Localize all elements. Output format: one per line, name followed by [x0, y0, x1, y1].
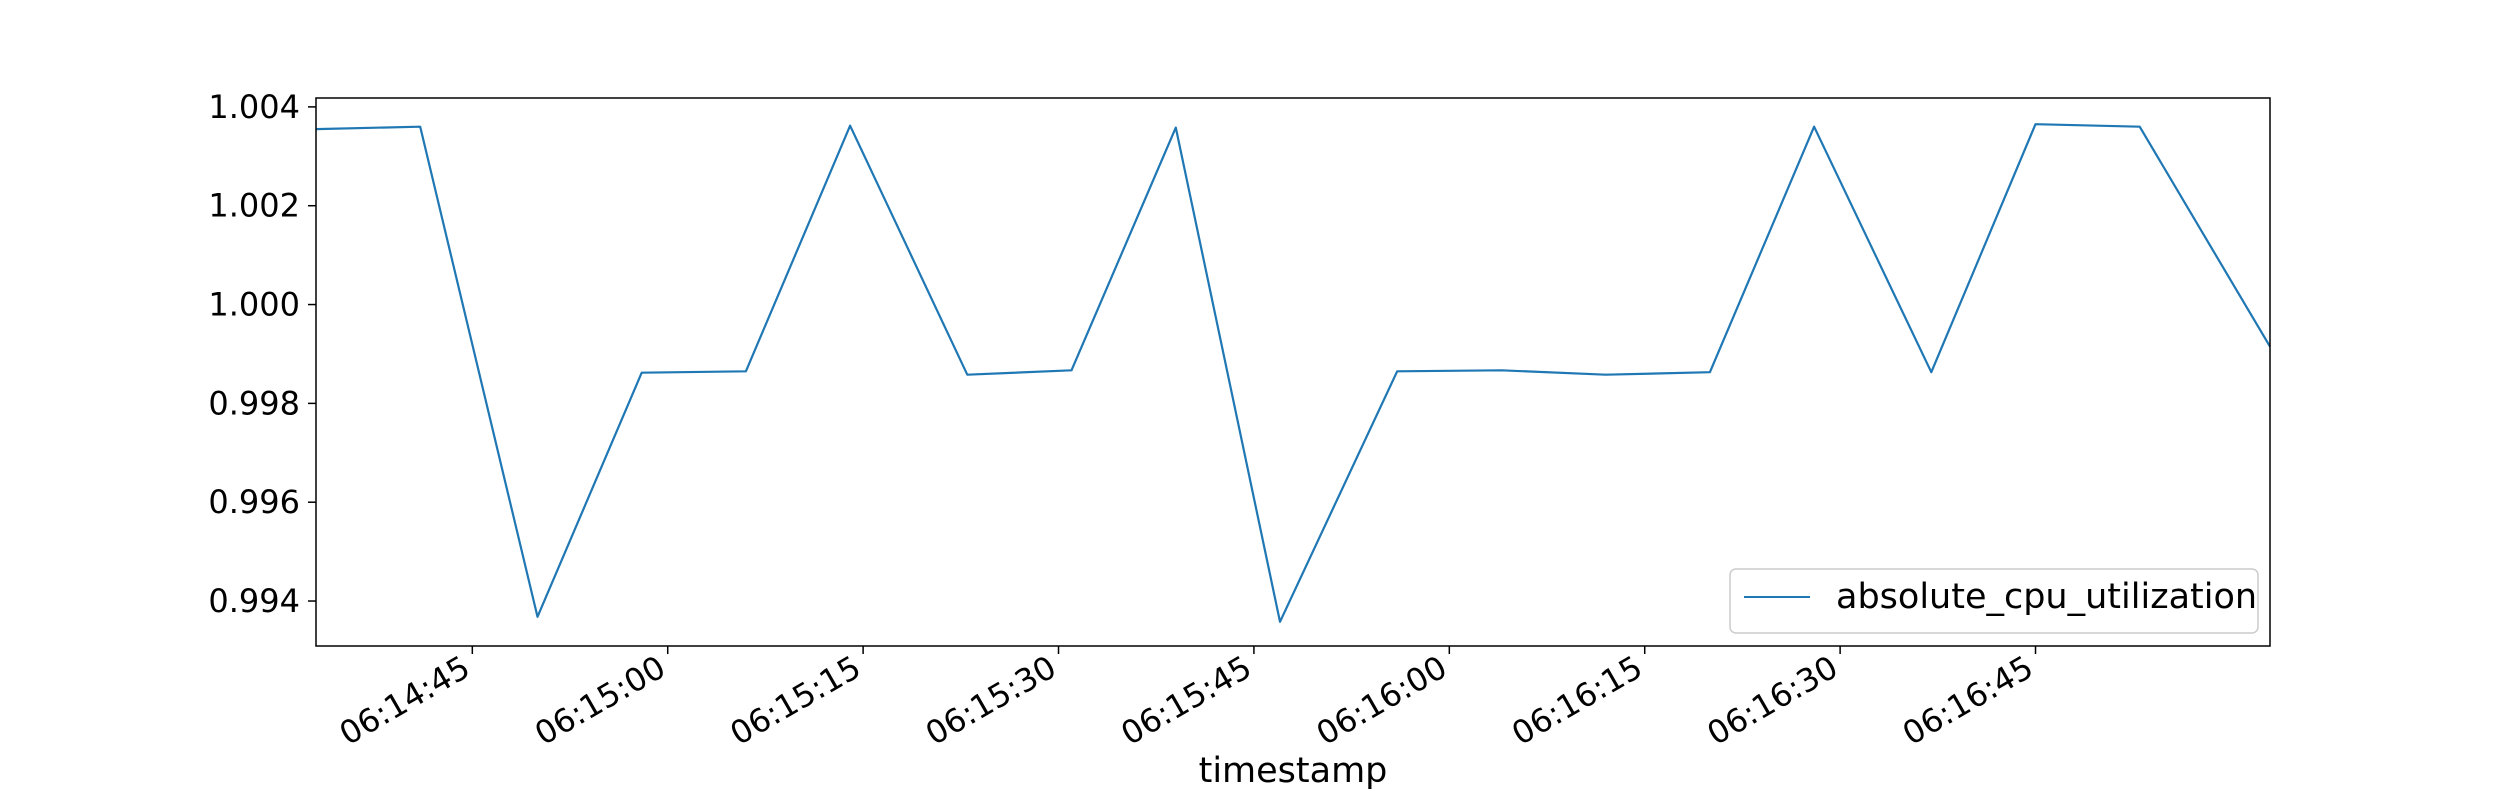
y-axis: 0.994 0.996 0.998 1.000 1.002 1.004 — [208, 88, 316, 620]
series-line-0 — [315, 123, 2271, 623]
y-tick-label: 0.994 — [208, 582, 300, 620]
y-tick-label: 0.998 — [208, 384, 300, 422]
x-axis-title: timestamp — [1199, 751, 1388, 791]
legend-box — [1729, 568, 2259, 634]
y-tick-label: 1.000 — [208, 286, 300, 324]
series-layer — [315, 123, 2271, 623]
y-tick-label: 0.996 — [208, 483, 300, 521]
plot-frame — [315, 97, 2271, 647]
legend: absolute_cpu_utilization — [1729, 568, 2259, 634]
legend-label: absolute_cpu_utilization — [1836, 577, 2257, 617]
y-tick-label: 1.002 — [208, 187, 300, 225]
y-tick-label: 1.004 — [208, 88, 300, 126]
